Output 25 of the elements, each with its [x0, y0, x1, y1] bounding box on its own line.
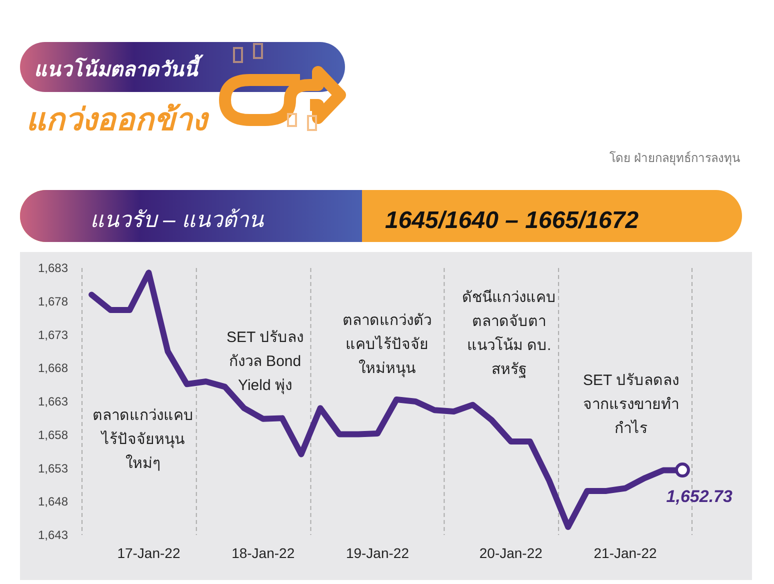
x-tick-label: 19-Jan-22	[346, 545, 410, 561]
y-tick-label: 1,673	[38, 328, 68, 342]
chart-subtitle: แกว่งออกข้าง	[26, 102, 210, 137]
x-tick-label: 18-Jan-22	[232, 545, 295, 561]
annotation: SET ปรับลดลง จากแรงขายทำ กำไร	[582, 372, 680, 437]
annotation: ตลาดแกว่งแคบ ไร้ปัจจัยหนุน ใหม่ๆ	[92, 407, 194, 472]
y-tick-label: 1,663	[38, 394, 68, 408]
data-label: 1,652.73	[666, 487, 733, 506]
y-tick-label: 1,678	[38, 294, 68, 308]
annotation: SET ปรับลง กังวล Bond Yield พุ่ง	[226, 329, 304, 395]
chart-title: แนวโน้มตลาดวันนี้	[34, 54, 204, 81]
text: แนวรับ – แนวต้าน	[90, 207, 264, 232]
y-tick-label: 1,668	[38, 361, 68, 376]
x-tick-label: 20-Jan-22	[479, 545, 543, 561]
y-tick-label: 1,658	[38, 428, 68, 442]
x-tick-label: 21-Jan-22	[594, 545, 658, 561]
text: 1645/1640 – 1665/1672	[385, 207, 640, 234]
x-tick-label: 17-Jan-22	[117, 545, 180, 561]
y-tick-label: 1,683	[38, 261, 68, 275]
y-tick-label: 1,648	[38, 494, 68, 509]
y-tick-label: 1,643	[38, 528, 68, 542]
y-tick-label: 1,653	[38, 461, 68, 476]
annotation: ตลาดแกว่งตัว แคบไร้ปัจจัย ใหม่หนุน	[342, 312, 432, 378]
annotation: ดัชนีแกว่งแคบ ตลาดจับตา แนวโน้ม ดบ. สหรัฐ	[462, 289, 556, 378]
text: โดย ฝ่ายกลยุทธ์การลงทุน	[610, 151, 740, 166]
